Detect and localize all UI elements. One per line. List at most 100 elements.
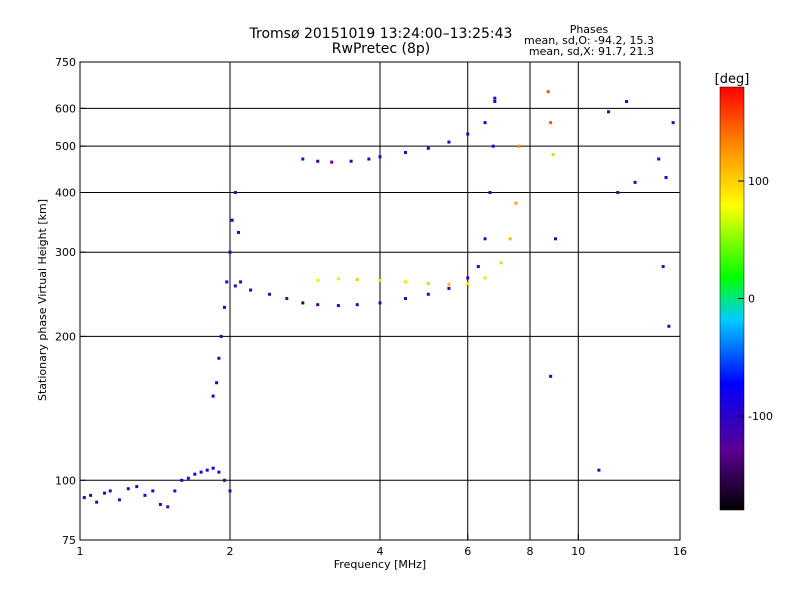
- data-point: [199, 470, 203, 474]
- y-tick-label: 100: [55, 474, 76, 487]
- data-point: [483, 237, 487, 241]
- data-point: [664, 175, 668, 179]
- data-point: [349, 159, 353, 163]
- data-point: [378, 155, 382, 159]
- data-point: [249, 288, 253, 292]
- data-point: [403, 297, 407, 301]
- data-point: [403, 280, 407, 284]
- x-tick-label: 1: [77, 545, 84, 558]
- chart-subtitle: RwPretec (8p): [331, 41, 431, 57]
- data-point: [597, 468, 601, 472]
- data-point: [378, 278, 382, 282]
- x-axis-ticks: 1 2 4 6 8 10 16: [77, 534, 687, 558]
- data-point: [671, 121, 675, 125]
- data-point: [95, 500, 99, 504]
- data-point: [239, 280, 243, 284]
- data-point: [223, 305, 227, 309]
- data-point: [180, 478, 184, 482]
- data-point: [166, 505, 170, 509]
- data-point: [466, 132, 470, 136]
- data-point: [367, 157, 371, 161]
- data-point: [466, 276, 470, 280]
- data-point: [233, 190, 237, 194]
- data-point: [186, 476, 190, 480]
- data-point: [355, 303, 359, 307]
- data-point: [508, 237, 512, 241]
- data-point: [426, 292, 430, 296]
- phases-line-x: mean, sd,X: 91.7, 21.3: [528, 45, 654, 58]
- data-point: [316, 278, 320, 282]
- chart-title: Tromsø 20151019 13:24:00–13:25:43: [249, 26, 513, 42]
- data-point: [403, 150, 407, 154]
- colorbar-tick-label: 0: [748, 293, 755, 306]
- data-point: [330, 160, 334, 164]
- data-point: [447, 282, 451, 286]
- data-point: [625, 100, 629, 104]
- data-point: [549, 121, 553, 125]
- data-point: [447, 286, 451, 290]
- data-point: [135, 485, 139, 489]
- data-point: [336, 277, 340, 281]
- data-point: [223, 478, 227, 482]
- data-point: [117, 498, 121, 502]
- phases-line-o: mean, sd,O: -94.2, 15.3: [523, 34, 654, 47]
- data-point: [514, 201, 518, 205]
- data-point: [378, 301, 382, 305]
- grid-lines: [80, 62, 680, 540]
- data-point: [173, 489, 177, 493]
- scatter-points: [82, 90, 675, 509]
- data-point: [267, 292, 271, 296]
- y-tick-label: 200: [55, 330, 76, 343]
- data-point: [151, 489, 155, 493]
- phases-legend: Phases mean, sd,O: -94.2, 15.3 mean, sd,…: [524, 24, 654, 57]
- data-point: [493, 100, 497, 104]
- data-point: [233, 284, 237, 288]
- y-tick-label: 600: [55, 102, 76, 115]
- data-point: [301, 157, 305, 161]
- data-point: [546, 90, 550, 94]
- data-point: [466, 282, 470, 286]
- data-point: [230, 218, 234, 222]
- data-point: [143, 493, 147, 497]
- data-point: [219, 334, 223, 338]
- data-point: [483, 276, 487, 280]
- phases-header: Phases: [569, 23, 609, 36]
- data-point: [211, 394, 215, 398]
- x-tick-label: 4: [377, 545, 384, 558]
- data-point: [657, 157, 661, 161]
- data-point: [499, 261, 503, 265]
- data-point: [661, 265, 665, 269]
- data-point: [217, 470, 221, 474]
- x-tick-label: 6: [464, 545, 471, 558]
- y-axis-label: Stationary phase Virtual Height [km]: [36, 199, 49, 401]
- data-point: [336, 304, 340, 308]
- data-point: [82, 496, 86, 500]
- data-point: [215, 381, 219, 385]
- data-point: [205, 468, 209, 472]
- data-point: [493, 96, 497, 100]
- data-point: [228, 250, 232, 254]
- data-point: [667, 324, 671, 328]
- data-point: [228, 489, 232, 493]
- data-point: [316, 303, 320, 307]
- data-point: [549, 374, 553, 378]
- y-tick-label: 300: [55, 246, 76, 259]
- y-axis-ticks: 75 100 200 300 400 500 600 750: [55, 56, 86, 547]
- x-tick-label: 16: [673, 545, 687, 558]
- colorbar-ticks: 100 0 -100: [738, 175, 773, 423]
- data-point: [217, 356, 221, 360]
- data-point: [607, 110, 611, 114]
- x-tick-label: 10: [571, 545, 585, 558]
- data-point: [616, 190, 620, 194]
- data-point: [551, 153, 555, 157]
- y-tick-label: 500: [55, 140, 76, 153]
- data-point: [285, 297, 289, 301]
- x-tick-label: 2: [227, 545, 234, 558]
- data-point: [517, 144, 521, 148]
- data-point: [211, 466, 215, 470]
- data-point: [483, 121, 487, 125]
- y-tick-label: 750: [55, 56, 76, 69]
- data-point: [426, 146, 430, 150]
- data-point: [426, 282, 430, 286]
- y-tick-label: 75: [62, 534, 76, 547]
